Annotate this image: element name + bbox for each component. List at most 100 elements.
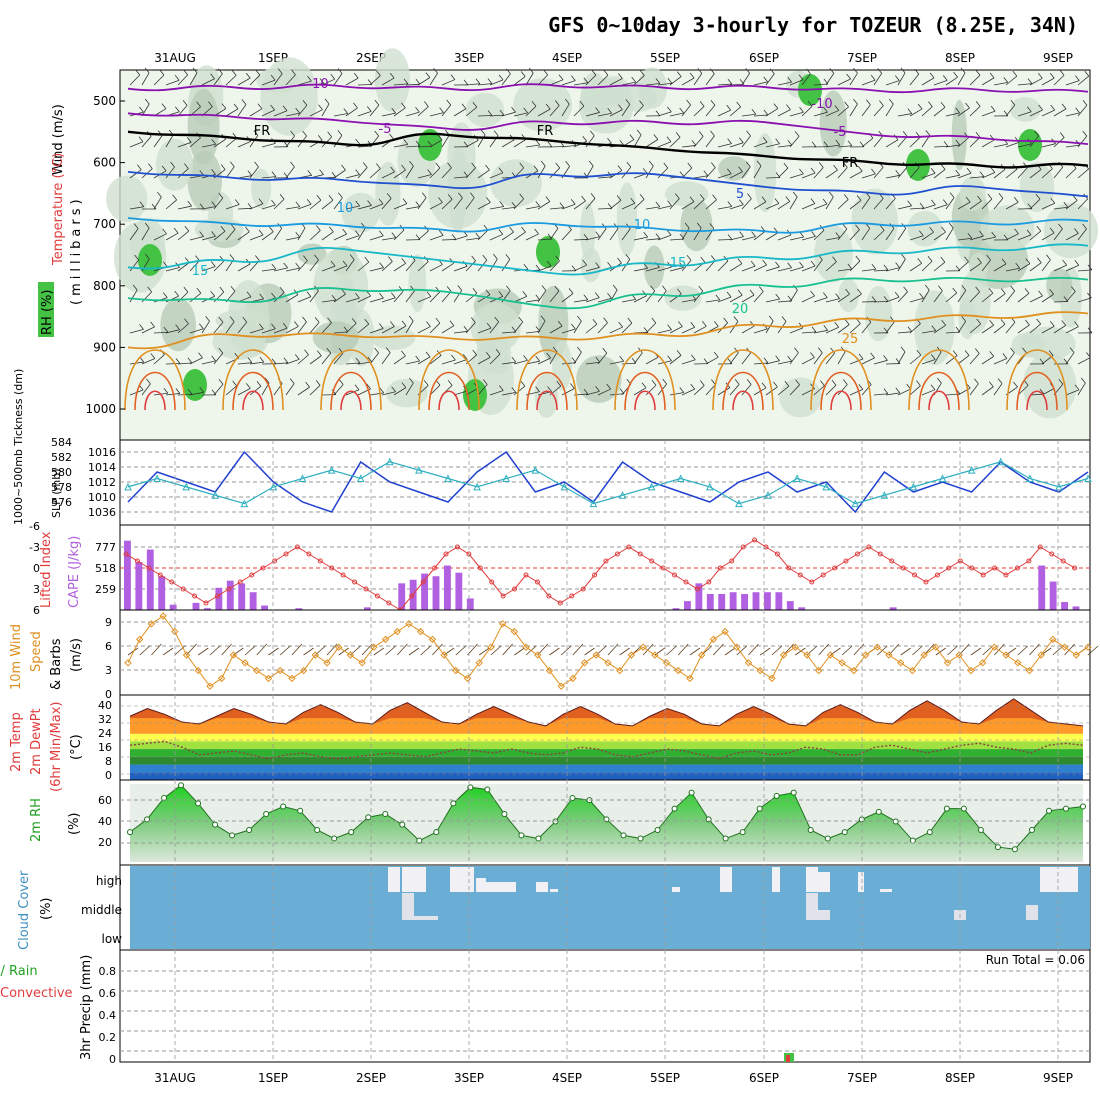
- wind-barb-flag: [577, 315, 582, 322]
- wind-barb: [993, 293, 1006, 303]
- contour-label: 15: [670, 256, 687, 271]
- wind-barb: [969, 106, 981, 117]
- wind-barb: [789, 173, 804, 179]
- wind-barb: [753, 141, 768, 148]
- wind-barb: [897, 72, 906, 86]
- cape-bar: [764, 592, 771, 610]
- wind-barb: [585, 112, 600, 117]
- wind-barb-flag: [583, 77, 589, 83]
- wind-barb-flag: [907, 200, 912, 207]
- wind-barb: [478, 647, 490, 656]
- contour-label: 5: [736, 187, 744, 202]
- wind-barb-flag: [756, 160, 762, 167]
- wind-barb-flag: [975, 69, 981, 76]
- wind-barb: [645, 139, 659, 148]
- wind-barb-flag: [1049, 227, 1055, 234]
- wind-barb-flag: [823, 325, 829, 331]
- thickness-marker: [851, 499, 860, 508]
- wind-barb: [765, 232, 779, 241]
- wind-barb-flag: [355, 169, 360, 175]
- wind-barb-flag: [471, 255, 476, 262]
- wind-barb-flag: [787, 140, 793, 146]
- rh-shade-blob: [664, 181, 709, 207]
- wind-barb-flag: [727, 168, 732, 174]
- wind-barb-flag: [1059, 132, 1065, 138]
- wind-barb: [969, 136, 981, 148]
- wind-barb-flag: [750, 260, 756, 267]
- isotherm-line: [127, 130, 1089, 169]
- wind-barb: [873, 359, 888, 365]
- wind-barb-flag: [603, 69, 609, 76]
- wind-barb-flag: [775, 138, 780, 144]
- wind-speed-marker: [651, 651, 659, 659]
- wind-barb-flag: [174, 74, 180, 81]
- wind-barb: [309, 199, 322, 210]
- wind-barb: [249, 361, 264, 365]
- rh-shade-blob: [959, 269, 991, 334]
- rh-marker: [518, 832, 525, 839]
- wind-barb: [573, 351, 582, 365]
- wind-barb-flag: [679, 171, 685, 177]
- wind-barb-flag: [577, 346, 582, 353]
- cape-bar: [249, 592, 257, 610]
- wind-barb: [969, 291, 980, 303]
- wind-barb-flag: [187, 389, 193, 395]
- wind-barb: [969, 74, 981, 86]
- wind-barb-flag: [974, 378, 979, 385]
- wind-barb: [873, 230, 885, 241]
- contour-label: -10: [811, 97, 832, 112]
- wind-barb: [501, 361, 516, 365]
- wind-barb: [897, 113, 912, 117]
- wind-barb: [993, 383, 1003, 396]
- wind-barb: [1077, 297, 1092, 303]
- wind-barb: [285, 326, 299, 334]
- wind-barb-flag: [330, 260, 336, 267]
- wind-barb-flag: [317, 134, 323, 141]
- wind-barb: [753, 201, 767, 210]
- rh-shade-blob: [374, 48, 411, 112]
- wind-barb: [477, 229, 489, 241]
- wind-speed-marker: [1060, 643, 1069, 651]
- lifted-index-marker: [237, 579, 243, 585]
- wind-barb: [225, 137, 238, 148]
- wind-barb-flag: [210, 290, 216, 297]
- wind-barb-flag: [482, 254, 488, 261]
- wind-barb-flag: [699, 380, 705, 386]
- wind-speed-marker: [592, 651, 601, 659]
- wind-speed-marker: [452, 666, 460, 675]
- wind-barb: [489, 114, 504, 117]
- rh-shade-blob: [837, 278, 860, 313]
- wind-barb-flag: [449, 320, 455, 326]
- lifted-index-marker: [420, 579, 426, 585]
- rh-marker: [960, 805, 967, 812]
- wind-barb: [837, 351, 846, 365]
- lifted-index-marker: [912, 572, 918, 578]
- lifted-index-marker: [214, 593, 220, 599]
- wind-speed-marker: [639, 643, 647, 651]
- wind-barb-flag: [144, 98, 150, 105]
- wind-barb-flag: [279, 194, 285, 200]
- cloud-field: [130, 866, 1090, 949]
- wind-barb: [921, 231, 934, 241]
- wind-barb: [525, 105, 537, 117]
- wind-barb: [861, 321, 872, 334]
- wind-speed-marker: [440, 651, 448, 659]
- wind-barb: [261, 79, 276, 86]
- wind-barb-flag: [221, 103, 227, 109]
- wind-barb: [549, 260, 560, 272]
- wind-barb: [1053, 206, 1068, 210]
- isotherm-35-loop: [340, 390, 362, 411]
- thickness-marker: [182, 482, 190, 491]
- wind-barb: [420, 645, 431, 656]
- thickness-marker: [124, 482, 132, 491]
- wind-barb: [981, 324, 994, 334]
- wind-barb-flag: [487, 110, 493, 116]
- wind-barb-flag: [192, 67, 198, 74]
- wind-barb-flag: [150, 353, 156, 359]
- wind-barb-flag: [531, 100, 537, 107]
- wind-barb-flag: [401, 258, 407, 264]
- wind-barb: [1005, 104, 1016, 117]
- chart-title: GFS 0~10day 3-hourly for TOZEUR (8.25E, …: [548, 13, 1078, 37]
- wind-barb-flag: [314, 317, 320, 323]
- wind-barb-flag: [401, 102, 406, 109]
